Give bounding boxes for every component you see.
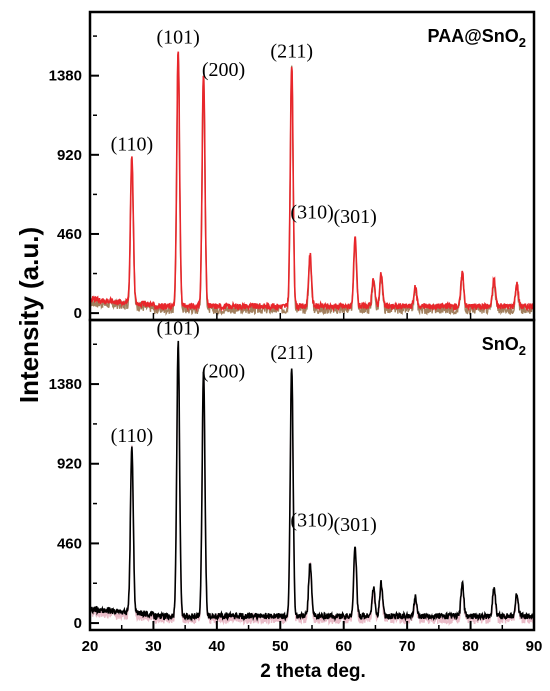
panel-title-subscript: 2 — [519, 35, 526, 50]
y-tick-label: 920 — [57, 456, 82, 473]
x-tick-label: 80 — [462, 638, 479, 655]
panel-title-subscript: 2 — [519, 343, 526, 358]
pattern-line — [89, 340, 535, 622]
peak-label: (211) — [270, 342, 313, 364]
y-tick-label: 460 — [57, 226, 82, 243]
peak-label: (301) — [333, 206, 376, 228]
x-axis-title: 2 theta deg. — [260, 661, 366, 682]
y-tick-label: 0 — [74, 615, 82, 632]
peak-label: (211) — [270, 40, 313, 62]
y-tick-label: 920 — [57, 147, 82, 164]
panel-title: SnO2 — [482, 334, 526, 358]
x-tick-label: 90 — [526, 638, 543, 655]
peak-label: (200) — [202, 361, 245, 383]
peak-label: (101) — [157, 27, 200, 49]
panel-paa-sno2: 0 460 920 1380 (110) (101)(200) (211) (310) (301… — [49, 10, 536, 322]
y-tick-label: 1380 — [49, 68, 82, 85]
x-tick-label: 50 — [272, 638, 289, 655]
y-axis-title: Intensity (a.u.) — [14, 227, 44, 403]
x-tick-label: 30 — [145, 638, 162, 655]
x-axis: 20 30 40 50 60 70 80 90 — [82, 313, 543, 655]
y-tick-label: 1380 — [49, 376, 82, 393]
y-tick-label: 460 — [57, 535, 82, 552]
y-tick-label: 0 — [74, 305, 82, 322]
peak-label: (110) — [111, 133, 154, 155]
peak-label: (200) — [202, 59, 245, 81]
panel-title-main: PAA@SnO — [428, 26, 519, 46]
peak-label: (101) — [157, 318, 200, 340]
panel-title-main: SnO — [482, 334, 519, 354]
x-tick-label: 60 — [335, 638, 352, 655]
panel-sno2: 0 460 920 1380 (110) (101)(200) (211) (310) (301… — [49, 318, 536, 632]
peak-label: (110) — [111, 425, 154, 447]
x-tick-label: 70 — [399, 638, 416, 655]
panel-title: PAA@SnO2 — [428, 26, 526, 50]
peak-label: (301) — [333, 514, 376, 536]
peak-label: (310) — [290, 509, 333, 531]
peak-label: (310) — [290, 202, 333, 224]
x-tick-label: 40 — [209, 638, 226, 655]
x-tick-label: 20 — [82, 638, 99, 655]
pattern-line — [89, 51, 535, 313]
